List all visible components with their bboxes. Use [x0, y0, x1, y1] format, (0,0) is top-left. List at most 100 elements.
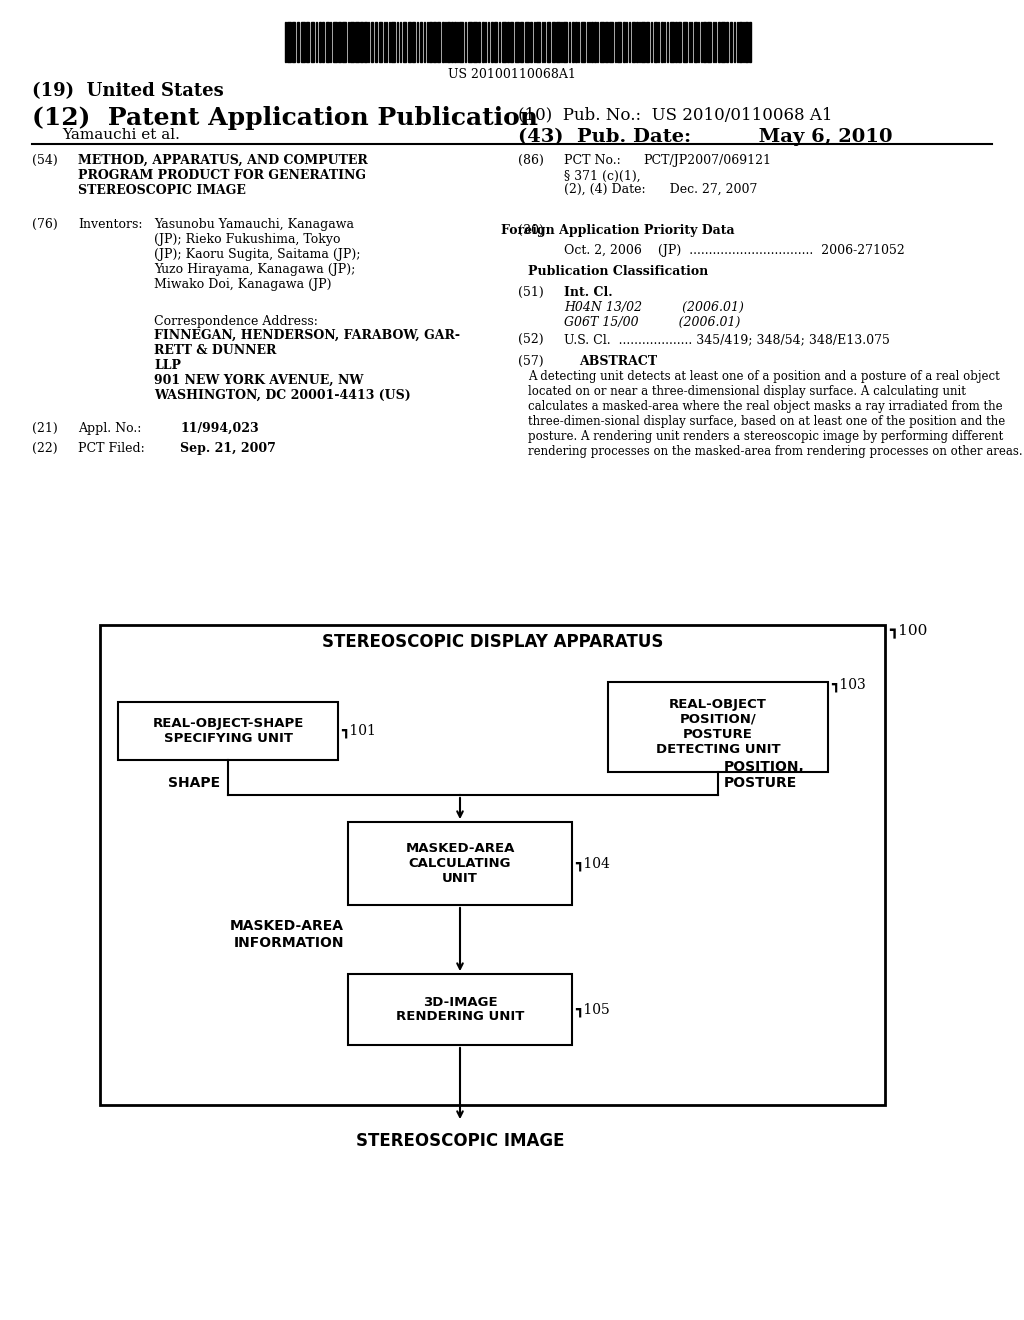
Bar — [429, 22, 432, 62]
Bar — [552, 22, 555, 62]
Text: (22): (22) — [32, 442, 57, 455]
Bar — [563, 22, 567, 62]
Text: Yasunobu Yamauchi, Kanagawa
(JP); Rieko Fukushima, Tokyo
(JP); Kaoru Sugita, Sai: Yasunobu Yamauchi, Kanagawa (JP); Rieko … — [154, 218, 360, 290]
Bar — [657, 22, 659, 62]
Text: (2), (4) Date:      Dec. 27, 2007: (2), (4) Date: Dec. 27, 2007 — [564, 183, 758, 195]
Text: A detecting unit detects at least one of a position and a posture of a real obje: A detecting unit detects at least one of… — [528, 370, 1023, 458]
Bar — [597, 22, 598, 62]
Bar — [287, 22, 291, 62]
Bar — [494, 22, 497, 62]
Bar — [510, 22, 513, 62]
Bar — [660, 22, 663, 62]
Text: Foreign Application Priority Data: Foreign Application Priority Data — [501, 224, 735, 238]
Bar — [318, 22, 321, 62]
Bar — [581, 22, 585, 62]
Text: POSITION,
POSTURE: POSITION, POSTURE — [724, 760, 805, 789]
Bar — [342, 22, 346, 62]
Bar — [447, 22, 450, 62]
Bar — [310, 22, 313, 62]
Text: Publication Classification: Publication Classification — [528, 265, 709, 279]
Bar — [617, 22, 621, 62]
Text: REAL-OBJECT
POSITION/
POSTURE
DETECTING UNIT: REAL-OBJECT POSITION/ POSTURE DETECTING … — [655, 698, 780, 756]
Bar — [514, 22, 518, 62]
Text: ┓105: ┓105 — [575, 1002, 609, 1016]
Bar — [444, 22, 446, 62]
Bar — [726, 22, 727, 62]
Bar — [360, 22, 362, 62]
Bar — [670, 22, 674, 62]
Text: Yamauchi et al.: Yamauchi et al. — [62, 128, 180, 143]
Bar — [477, 22, 480, 62]
Text: REAL-OBJECT-SHAPE
SPECIFYING UNIT: REAL-OBJECT-SHAPE SPECIFYING UNIT — [153, 717, 304, 744]
Bar — [326, 22, 329, 62]
Bar — [348, 822, 572, 906]
Text: PCT Filed:: PCT Filed: — [78, 442, 144, 455]
Bar — [575, 22, 577, 62]
Bar — [736, 22, 738, 62]
Text: (30): (30) — [518, 224, 544, 238]
Text: Correspondence Address:: Correspondence Address: — [154, 315, 317, 327]
Bar — [591, 22, 593, 62]
Bar — [396, 22, 398, 62]
Bar — [703, 22, 706, 62]
Bar — [375, 22, 377, 62]
Bar — [433, 22, 435, 62]
Text: ┓101: ┓101 — [341, 723, 376, 738]
Bar — [338, 22, 341, 62]
Bar — [437, 22, 440, 62]
Bar — [718, 22, 720, 62]
Bar — [371, 22, 373, 62]
Bar — [442, 22, 443, 62]
Bar — [739, 22, 741, 62]
Bar — [403, 22, 406, 62]
Text: § 371 (c)(1),: § 371 (c)(1), — [564, 170, 641, 183]
Bar — [507, 22, 509, 62]
Bar — [451, 22, 453, 62]
Text: (52): (52) — [518, 333, 544, 346]
Bar — [675, 22, 677, 62]
Text: ┓104: ┓104 — [575, 857, 610, 871]
Bar — [524, 22, 528, 62]
Bar — [636, 22, 638, 62]
Bar — [632, 22, 635, 62]
Bar — [604, 22, 607, 62]
Text: MASKED-AREA
CALCULATING
UNIT: MASKED-AREA CALCULATING UNIT — [406, 842, 515, 884]
Bar — [536, 22, 540, 62]
Bar — [349, 22, 353, 62]
Text: Sep. 21, 2007: Sep. 21, 2007 — [180, 442, 275, 455]
Bar — [678, 22, 681, 62]
Bar — [300, 22, 304, 62]
Text: STEREOSCOPIC DISPLAY APPARATUS: STEREOSCOPIC DISPLAY APPARATUS — [322, 634, 664, 651]
Text: STEREOSCOPIC IMAGE: STEREOSCOPIC IMAGE — [355, 1133, 564, 1150]
Bar — [641, 22, 645, 62]
Text: ┓103: ┓103 — [831, 678, 865, 693]
Bar — [454, 22, 456, 62]
Bar — [608, 22, 612, 62]
Bar — [623, 22, 625, 62]
Text: Oct. 2, 2006    (JP)  ................................  2006-271052: Oct. 2, 2006 (JP) ......................… — [564, 244, 905, 257]
Bar — [729, 22, 732, 62]
Bar — [420, 22, 422, 62]
Bar — [594, 22, 596, 62]
Bar — [100, 624, 885, 1105]
Bar — [653, 22, 656, 62]
Bar — [354, 22, 358, 62]
Text: ABSTRACT: ABSTRACT — [579, 355, 657, 368]
Text: (12)  Patent Application Publication: (12) Patent Application Publication — [32, 106, 538, 129]
Bar — [547, 22, 550, 62]
Text: 3D-IMAGE
RENDERING UNIT: 3D-IMAGE RENDERING UNIT — [396, 995, 524, 1023]
Text: (54): (54) — [32, 154, 57, 168]
Text: U.S. Cl.  ................... 345/419; 348/54; 348/E13.075: U.S. Cl. ................... 345/419; 34… — [564, 333, 890, 346]
Bar — [626, 22, 627, 62]
Bar — [639, 22, 640, 62]
Bar — [502, 22, 506, 62]
Bar — [333, 22, 337, 62]
Text: 11/994,023: 11/994,023 — [180, 422, 259, 436]
Bar — [715, 22, 716, 62]
Text: ┓100: ┓100 — [889, 623, 928, 638]
Bar — [542, 22, 543, 62]
Bar — [519, 22, 522, 62]
Bar — [481, 22, 484, 62]
Text: (57): (57) — [518, 355, 544, 368]
Bar — [390, 22, 394, 62]
